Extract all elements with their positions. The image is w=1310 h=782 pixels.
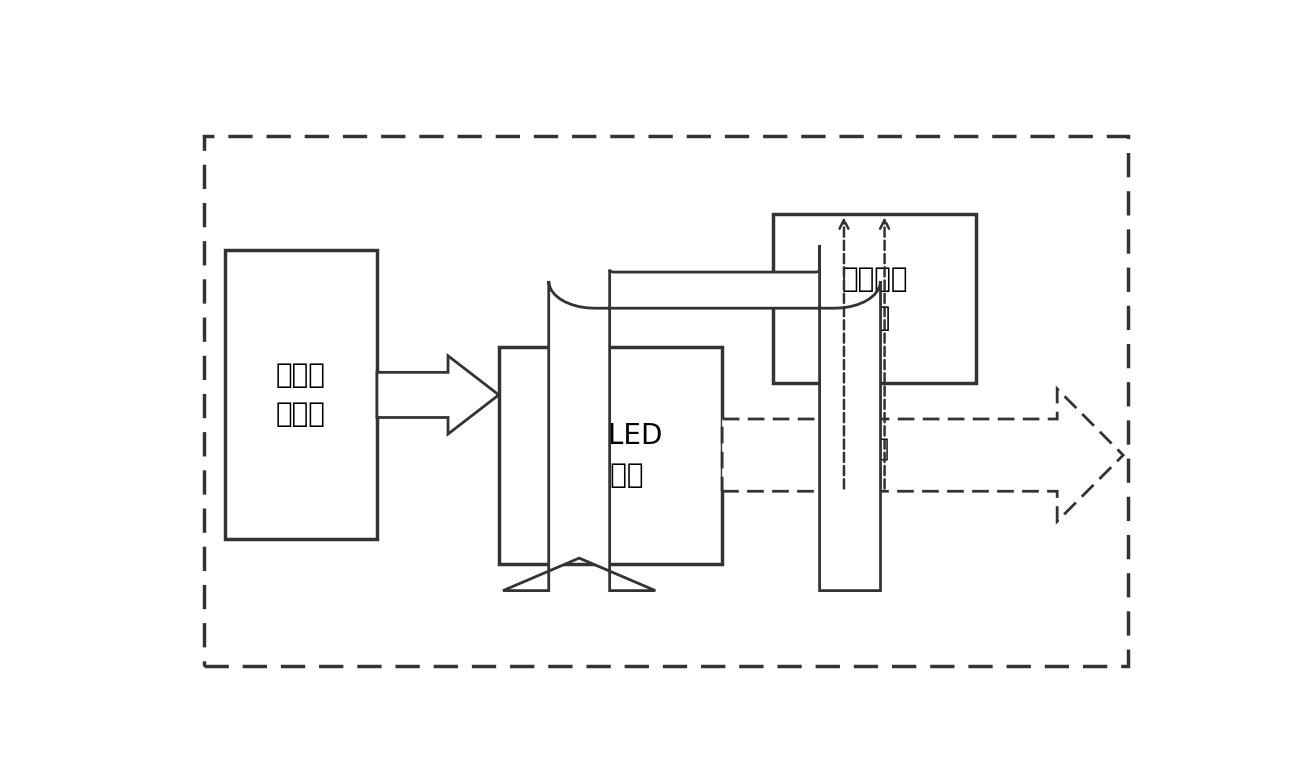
Bar: [204, 136, 1128, 666]
Bar: [499, 346, 722, 564]
Text: 光纤: 光纤: [859, 437, 889, 461]
Text: 光源控
制模块: 光源控 制模块: [276, 361, 326, 429]
Bar: [773, 214, 976, 383]
Polygon shape: [377, 356, 499, 434]
Text: 光源反馈
模块: 光源反馈 模块: [841, 265, 908, 332]
Text: 多波长LED
恒流模块: 多波长LED 恒流模块: [558, 421, 663, 489]
Polygon shape: [722, 389, 1123, 522]
Bar: [225, 250, 377, 540]
Polygon shape: [503, 245, 880, 590]
